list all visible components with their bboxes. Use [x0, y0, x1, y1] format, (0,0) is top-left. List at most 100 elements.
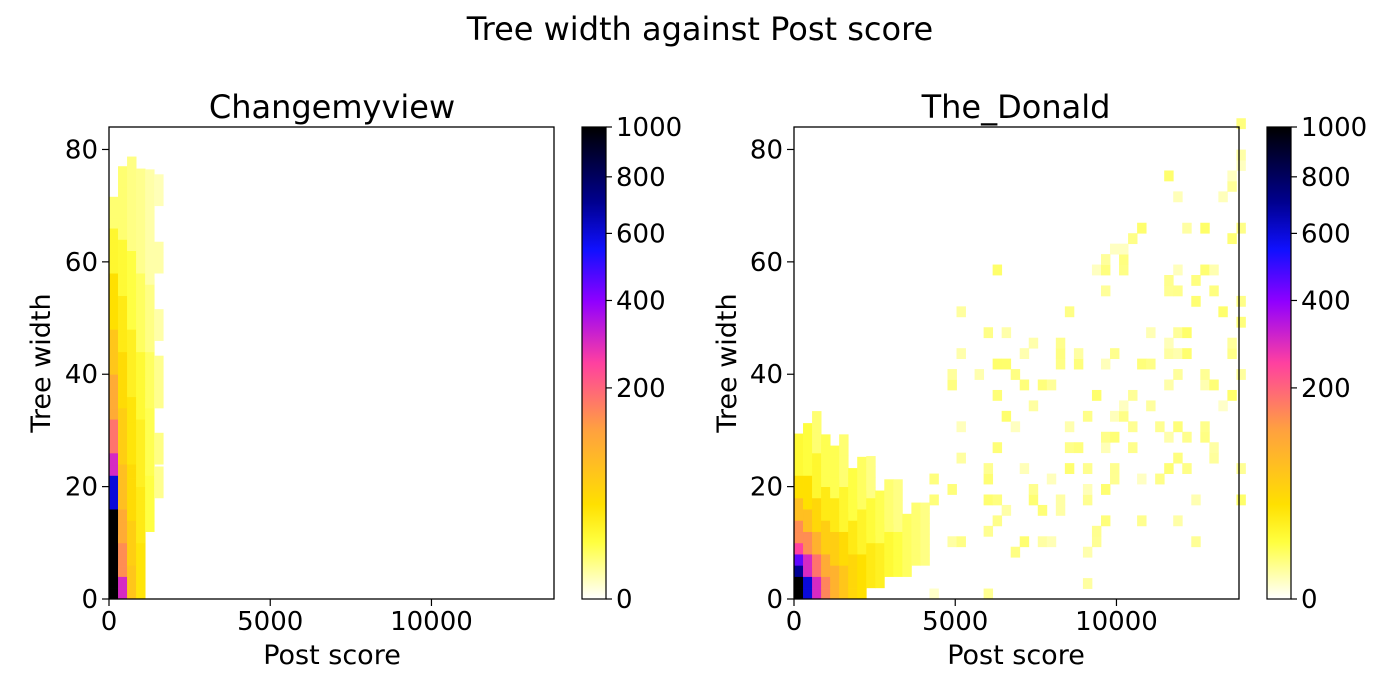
heatmap-cell	[866, 532, 876, 544]
heatmap-cell	[127, 365, 137, 377]
heatmap-cell	[145, 263, 155, 275]
heatmap-cell	[127, 509, 137, 521]
heatmap-cell	[1182, 222, 1192, 234]
heatmap-cell	[1001, 410, 1012, 422]
heatmap-cell	[884, 534, 894, 546]
heatmap-cell	[1055, 337, 1066, 349]
heatmap-cell	[118, 330, 128, 342]
heatmap-cell	[830, 544, 840, 556]
y-tick-label: 20	[750, 473, 783, 503]
heatmap-cell	[812, 442, 822, 454]
heatmap-cell	[803, 555, 813, 567]
heatmap-cell	[127, 198, 137, 210]
heatmap-cell	[1128, 421, 1138, 433]
heatmap-cell	[118, 588, 128, 600]
heatmap-cell	[136, 268, 146, 279]
heatmap-cell	[136, 356, 146, 368]
heatmap-cell	[848, 478, 858, 490]
heatmap-cell	[812, 566, 822, 577]
heatmap-cell	[145, 500, 155, 512]
heatmap-cell	[857, 578, 867, 589]
heatmap-cell	[154, 195, 164, 207]
heatmap-cell	[1236, 494, 1246, 506]
heatmap-cell	[118, 443, 128, 455]
heatmap-cell	[136, 434, 146, 446]
colorbar-tick-label: 800	[1301, 163, 1351, 193]
heatmap-cell	[127, 245, 137, 257]
heatmap-cell	[893, 566, 903, 577]
heatmap-cell	[821, 555, 831, 567]
y-axis-label: Tree width	[26, 293, 57, 433]
heatmap-cell	[1128, 442, 1138, 454]
colorbar-tick-label: 800	[616, 163, 666, 193]
heatmap-cell	[118, 555, 128, 567]
x-tick-label: 0	[786, 607, 803, 637]
heatmap-cell	[136, 578, 146, 589]
heatmap-cell	[136, 210, 146, 222]
heatmap-cell	[1209, 379, 1219, 391]
heatmap-cell	[812, 588, 822, 600]
heatmap-cell	[884, 545, 894, 557]
heatmap-cell	[1046, 473, 1057, 485]
heatmap-cell	[1137, 222, 1147, 234]
heatmap-cell	[109, 196, 119, 208]
heatmap-cell	[911, 502, 921, 514]
heatmap-cell	[127, 240, 137, 252]
heatmap-cell	[848, 468, 858, 479]
y-axis-ticks: 0 20 40 60 80	[65, 135, 109, 615]
heatmap-cell	[109, 546, 119, 558]
heatmap-cell	[848, 522, 858, 534]
heatmap-cell	[1200, 222, 1210, 234]
heatmap-cell	[848, 543, 858, 555]
heatmap-cell	[848, 567, 858, 579]
heatmap-cell	[1236, 149, 1246, 161]
heatmap-cell	[974, 369, 985, 380]
heatmap-cell	[1209, 285, 1219, 297]
heatmap-cell	[1100, 264, 1111, 276]
heatmap-cell	[1055, 504, 1066, 516]
heatmap-cell	[1064, 463, 1075, 474]
heatmap-cell	[136, 252, 146, 264]
heatmap-cell	[794, 499, 804, 511]
heatmap-cell	[866, 511, 876, 523]
heatmap-cell	[911, 513, 921, 524]
heatmap-cell	[947, 379, 957, 391]
heatmap-cell	[992, 264, 1003, 276]
heatmap-cell	[127, 422, 137, 434]
heatmap-cell	[1100, 442, 1111, 454]
heatmap-cell	[136, 220, 146, 232]
heatmap-cell	[848, 488, 858, 500]
heatmap-cell	[145, 521, 155, 532]
heatmap-cell	[1001, 327, 1012, 339]
heatmap-cell	[1209, 452, 1219, 464]
heatmap-cell	[127, 266, 137, 278]
x-axis-ticks: 0 5000 10000	[786, 599, 1158, 637]
heatmap-cell	[821, 476, 831, 488]
heatmap-cell	[118, 532, 128, 544]
heatmap-cell	[109, 421, 119, 433]
heatmap-cell	[1236, 463, 1246, 474]
y-tick-label: 60	[750, 248, 783, 278]
heatmap-cell	[136, 278, 146, 290]
heatmap-cell	[821, 509, 831, 521]
heatmap-cell	[109, 387, 119, 399]
heatmap-cell	[1037, 504, 1048, 516]
heatmap-cell	[875, 501, 885, 512]
heatmap-cell	[118, 488, 128, 500]
heatmap-cell	[812, 432, 822, 443]
heatmap-cell	[830, 500, 840, 512]
heatmap-cell	[1110, 463, 1120, 474]
heatmap-cell	[857, 533, 867, 544]
heatmap-cell	[1010, 421, 1021, 433]
heatmap-cell	[839, 510, 849, 522]
heatmap-cell	[127, 297, 137, 309]
heatmap-cell	[893, 510, 903, 522]
heatmap-cell	[118, 285, 128, 296]
heatmap-cell	[136, 231, 146, 243]
colorbar-tick-label: 400	[616, 286, 666, 316]
heatmap-cell	[920, 502, 930, 514]
heatmap-cell	[109, 442, 119, 454]
heatmap-cell	[956, 536, 966, 548]
heatmap-cell	[127, 523, 137, 535]
